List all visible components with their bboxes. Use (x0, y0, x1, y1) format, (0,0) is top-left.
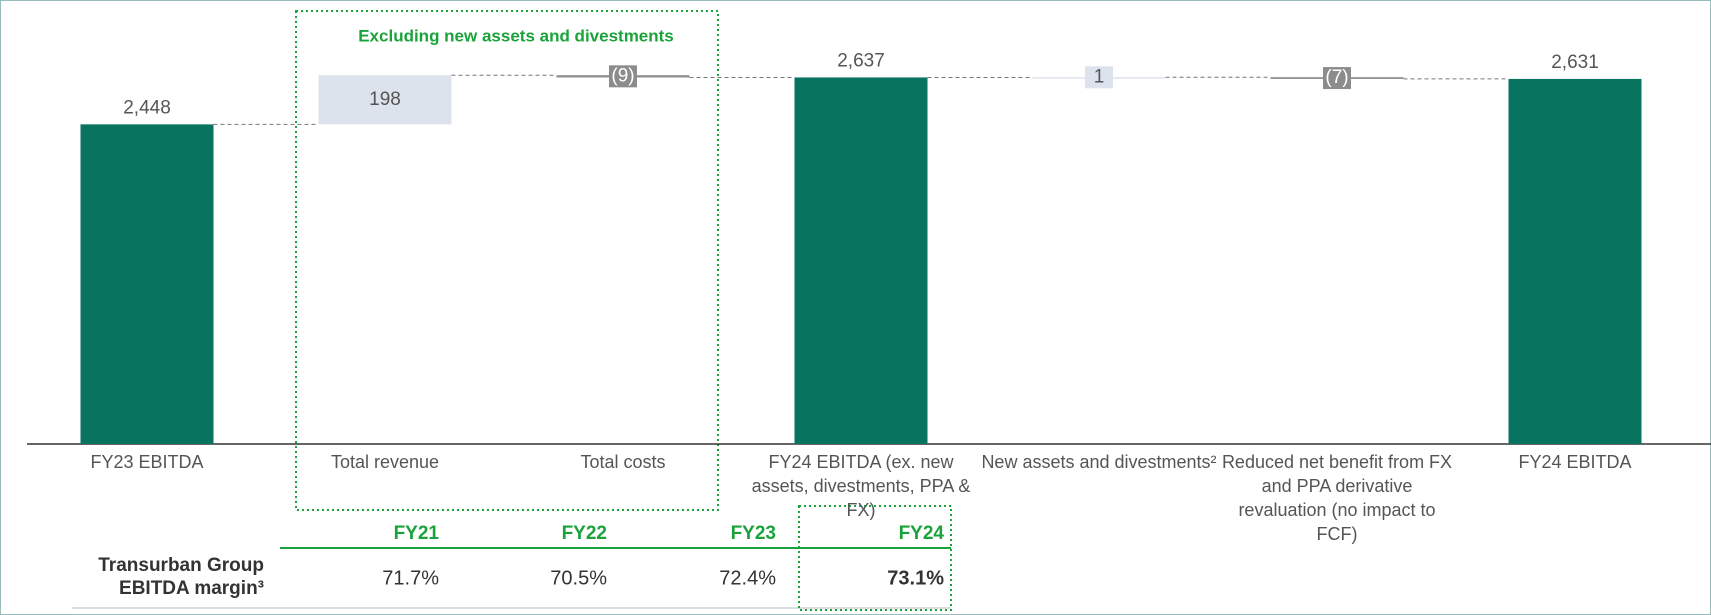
value-label: 1 (1094, 66, 1105, 87)
value-label: 2,637 (837, 50, 885, 71)
bar (1508, 78, 1642, 444)
value-label: (9) (611, 65, 634, 86)
value-label: (7) (1325, 67, 1348, 88)
bar (318, 75, 452, 125)
value-label: 2,631 (1551, 52, 1599, 73)
row-label: Transurban Group EBITDA margin³ (98, 555, 264, 599)
value-label-box (1085, 66, 1113, 89)
column-header: FY21 (394, 523, 440, 544)
column-header: FY22 (562, 523, 607, 544)
x-tick-label: Reduced net benefit from FX and PPA deri… (1221, 452, 1453, 544)
annotation: Excluding new assets and divestments (358, 26, 674, 45)
x-tick-label: New assets and divestments² (981, 452, 1217, 472)
column-header: FY24 (899, 523, 945, 544)
value-label-box (609, 65, 637, 88)
x-tick-label: Total costs (580, 452, 666, 472)
highlight-box (798, 505, 952, 611)
x-tick-label: FY23 EBITDA (90, 452, 204, 472)
x-tick-label: FY24 EBITDA (1518, 452, 1632, 472)
column-header: FY23 (731, 523, 776, 544)
bar (794, 77, 928, 444)
x-tick-label: Total revenue (330, 452, 440, 472)
value-label: 2,448 (123, 97, 171, 118)
table-cell: 73.1% (887, 567, 944, 589)
table-cell: 72.4% (719, 567, 776, 589)
value-label: 198 (369, 89, 401, 110)
bar (80, 124, 214, 444)
value-label-box (1323, 67, 1351, 90)
annotation-box (295, 10, 719, 511)
table-cell: 71.7% (382, 567, 439, 589)
x-tick-label: FY24 EBITDA (ex. new assets, divestments… (751, 452, 971, 520)
table-cell: 70.5% (550, 567, 607, 589)
